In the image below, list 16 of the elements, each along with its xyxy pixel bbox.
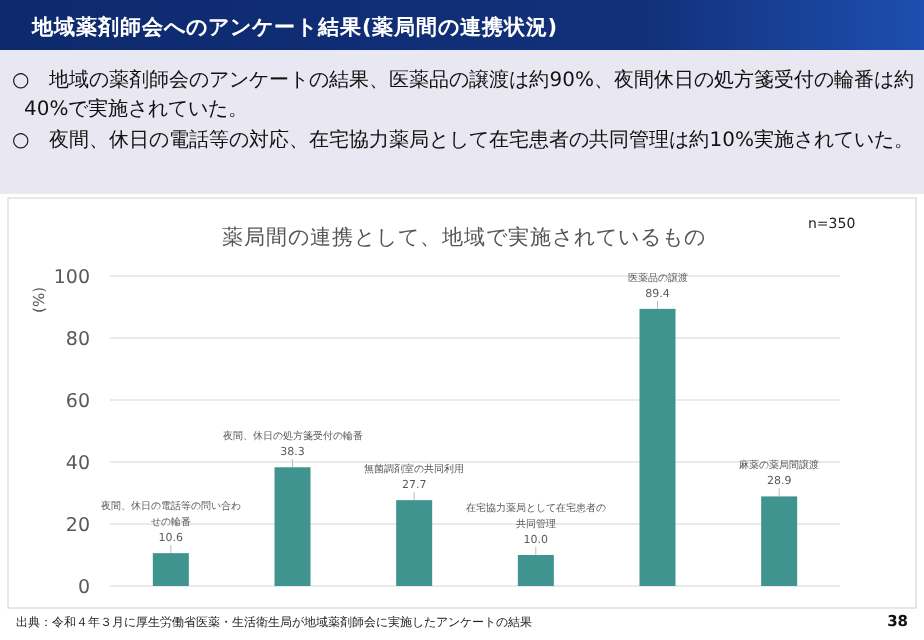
bar bbox=[761, 496, 798, 586]
y-tick-label: 80 bbox=[65, 329, 90, 351]
y-tick-label: 40 bbox=[65, 453, 90, 475]
text: ○ 地域の薬剤師会のアンケートの結果、医薬品の譲渡は約90%、夜間休日の処方箋受付の輪番は約40%で実施されていた。 bbox=[12, 68, 914, 121]
text: ○ 夜間、休日の電話等の対応、在宅協力薬局として在宅患者の共同管理は約10%実施されていた。 bbox=[12, 128, 914, 152]
bar bbox=[396, 500, 433, 586]
y-tick-label: 60 bbox=[65, 391, 90, 413]
y-tick-label: 0 bbox=[77, 577, 90, 599]
chart-title: 薬局間の連携として、地域で実施されているもの bbox=[222, 224, 706, 250]
y-tick-label: 20 bbox=[65, 515, 90, 537]
chart-subtitle: 地域薬剤師会へのアンケート結果(薬局間の連携状況) bbox=[30, 14, 558, 40]
bar bbox=[517, 555, 554, 586]
bar bbox=[274, 467, 311, 586]
bar bbox=[639, 308, 676, 586]
bar bbox=[152, 553, 189, 586]
y-tick-label: 100 bbox=[53, 267, 90, 289]
